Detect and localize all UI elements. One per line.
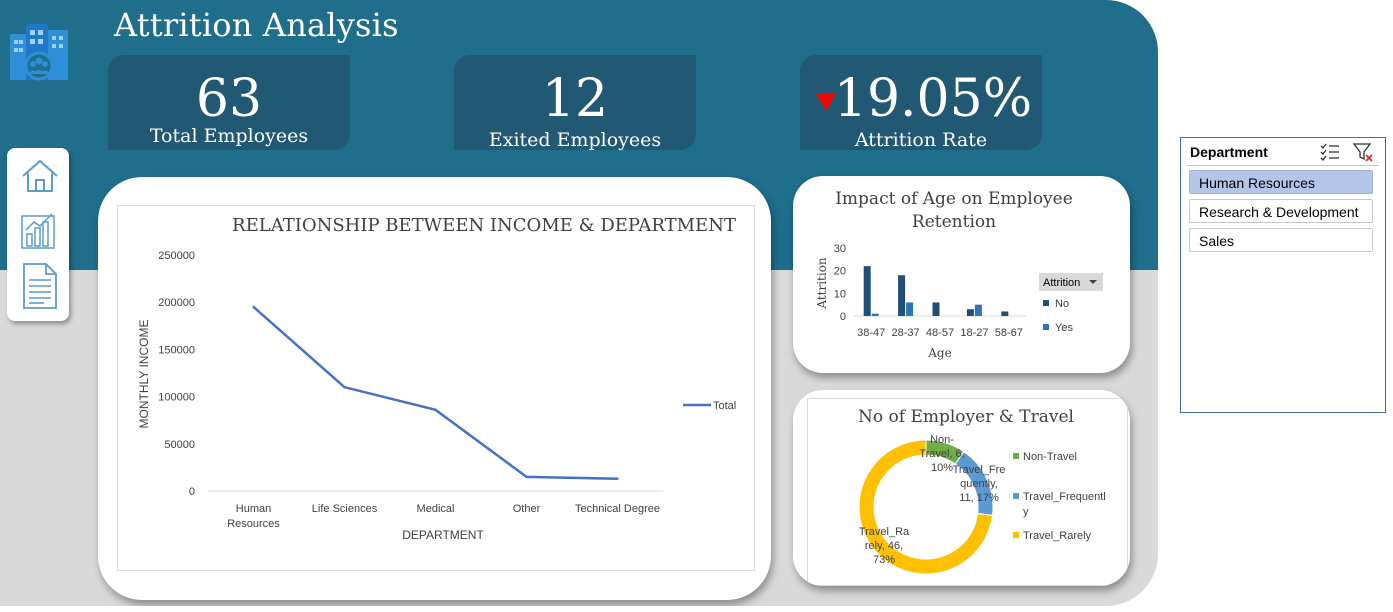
bar: [906, 302, 914, 316]
series-line: [252, 305, 618, 480]
x-tick-label: 58-67: [995, 327, 1023, 339]
down-arrow-icon: [816, 93, 836, 111]
travel-chart-card: No of Employer & Travel Non-Travel, 6, 10…: [793, 390, 1130, 586]
travel-donut-chart: No of Employer & Travel Non-Travel, 6, 10…: [858, 407, 1106, 575]
legend-label: Total: [713, 400, 736, 412]
legend-label: No: [1055, 298, 1069, 310]
legend-swatch: [1013, 493, 1019, 499]
y-tick-label: 250000: [158, 250, 195, 262]
bar: [932, 302, 940, 316]
legend-swatch: [1043, 324, 1049, 330]
kpi-exited-employees: 12 Exited Employees: [454, 55, 696, 151]
slicer-title: Department: [1190, 144, 1268, 160]
legend-label: Non-Travel: [1023, 451, 1077, 463]
data-point: [343, 385, 346, 389]
kpi-label: Attrition Rate: [854, 129, 988, 151]
kpi-label: Total Employees: [149, 125, 309, 147]
y-tick-label: 20: [834, 266, 846, 278]
y-axis-label: Attrition: [815, 257, 829, 310]
legend-label: Travel_Frequentl y: [1023, 491, 1106, 518]
kpi-value: 19.05%: [833, 69, 1033, 129]
travel-chart-frame: [807, 398, 1128, 586]
chart-title-line: Impact of Age on Employee: [835, 189, 1073, 209]
y-tick-label: 50000: [164, 439, 195, 451]
legend-filter-button[interactable]: [1039, 273, 1103, 291]
x-tick-label: 38-47: [857, 327, 885, 339]
slicer-item-research-development[interactable]: Research & Development: [1189, 199, 1373, 223]
dashboard-canvas: Attrition Analysis 63 Total Employees 12…: [0, 0, 1158, 606]
income-chart-card: RELATIONSHIP BETWEEN INCOME & DEPARTMENT…: [98, 177, 771, 600]
data-label: Travel_Fre quently, 11, 17%: [953, 464, 1006, 504]
x-tick-label: 28-37: [892, 327, 920, 339]
bar: [898, 275, 906, 316]
x-tick-label: 48-57: [926, 327, 954, 339]
y-tick-label: 200000: [158, 297, 195, 309]
kpi-label: Exited Employees: [488, 129, 662, 151]
bar: [1001, 311, 1009, 316]
age-bar-chart: Impact of Age on Employee Retention Attr…: [815, 189, 1103, 360]
x-tick-label: Life Sciences: [312, 503, 378, 515]
clear-filter-icon[interactable]: [1352, 141, 1374, 163]
y-tick-label: 150000: [158, 344, 195, 356]
slicer-item-human-resources[interactable]: Human Resources: [1189, 170, 1373, 194]
home-icon[interactable]: [20, 158, 60, 194]
x-tick-label: Technical Degree: [575, 503, 660, 515]
chart-title: RELATIONSHIP BETWEEN INCOME & DEPARTMENT: [232, 215, 736, 236]
chart-report-icon[interactable]: [20, 212, 58, 250]
y-tick-label: 0: [189, 486, 195, 498]
y-axis-label: MONTHLY INCOME: [137, 320, 151, 429]
chart-title: No of Employer & Travel: [858, 407, 1074, 427]
y-tick-label: 30: [834, 243, 846, 255]
x-tick-label: Human Resources: [227, 503, 280, 530]
legend-swatch: [1013, 453, 1019, 459]
building-people-icon: [10, 24, 68, 81]
data-label: Travel_Ra rely, 46, 73%: [859, 526, 910, 566]
slicer-item-sales[interactable]: Sales: [1189, 228, 1373, 252]
income-line-chart: RELATIONSHIP BETWEEN INCOME & DEPARTMENT…: [137, 215, 736, 542]
income-chart-frame: [117, 205, 755, 571]
y-tick-label: 100000: [158, 392, 195, 404]
bar: [863, 266, 871, 316]
y-tick-label: 0: [840, 311, 846, 323]
legend-title: Attrition: [1043, 277, 1080, 289]
kpi-total-employees: 63 Total Employees: [108, 55, 350, 150]
kpi-value: 63: [195, 69, 263, 129]
department-slicer: Department Human Resources Research & De…: [1180, 137, 1386, 413]
bar: [966, 309, 974, 316]
x-tick-label: Other: [513, 503, 541, 515]
legend-swatch: [1043, 300, 1049, 306]
slicer-divider: [1187, 165, 1379, 166]
x-tick-label: 18-27: [960, 327, 988, 339]
kpi-attrition-rate: 19.05% Attrition Rate: [800, 55, 1042, 151]
multi-select-icon[interactable]: [1319, 141, 1341, 163]
y-tick-label: 10: [834, 288, 846, 300]
kpi-value: 12: [541, 69, 609, 129]
bar: [871, 313, 879, 316]
chart-title-line: Retention: [912, 212, 996, 232]
data-point: [434, 408, 437, 412]
legend-label: Yes: [1055, 322, 1073, 334]
nav-panel: [7, 148, 69, 321]
dropdown-arrow-icon: [1089, 280, 1097, 284]
x-axis-label: DEPARTMENT: [402, 528, 484, 542]
data-point: [252, 305, 255, 309]
pie-slice: [858, 439, 994, 575]
document-icon[interactable]: [22, 262, 58, 310]
page-title: Attrition Analysis: [114, 6, 399, 44]
data-point: [616, 477, 619, 480]
x-tick-label: Medical: [417, 503, 455, 515]
data-label: Non-Travel, 6, 10%: [919, 434, 964, 474]
bar: [974, 304, 982, 316]
legend-swatch: [1013, 532, 1019, 538]
age-chart-card: Impact of Age on Employee Retention Attr…: [793, 176, 1130, 373]
data-point: [525, 475, 528, 479]
x-axis-label: Age: [927, 346, 951, 360]
legend-label: Travel_Rarely: [1023, 530, 1092, 542]
